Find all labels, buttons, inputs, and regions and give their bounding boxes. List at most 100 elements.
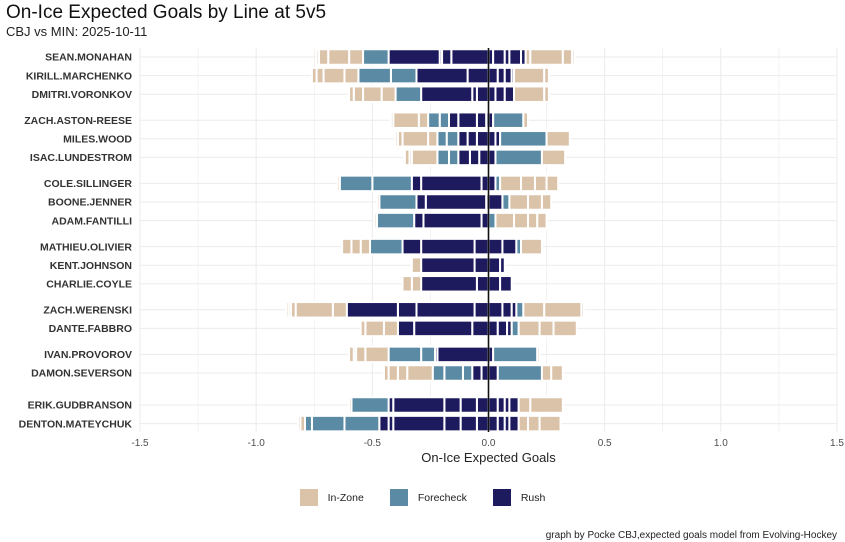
x-axis-label: On-Ice Expected Goals xyxy=(421,450,556,465)
bar-segment-rush xyxy=(480,174,490,193)
bar-segment-forecheck xyxy=(420,345,437,364)
bar-segment-in-zone xyxy=(401,130,430,148)
player-label: DENTON.MATEYCHUK xyxy=(19,418,133,430)
bar-segment-in-zone xyxy=(580,301,585,319)
bar-segment-rush xyxy=(457,148,471,167)
bar-segment-in-zone xyxy=(310,66,318,85)
bar-segment-forecheck xyxy=(394,85,423,103)
bar-segment-forecheck xyxy=(494,148,543,167)
bar-segment-rush xyxy=(487,237,504,256)
bar-segment-in-zone xyxy=(355,345,367,364)
bar-segment-rush xyxy=(487,148,497,167)
bar-segment-rush xyxy=(443,414,462,433)
bar-segment-forecheck xyxy=(496,364,543,382)
bar-segment-rush xyxy=(492,48,506,66)
bar-segment-in-zone xyxy=(540,148,567,167)
bar-segment-forecheck xyxy=(427,111,441,129)
bar-segment-in-zone xyxy=(543,85,550,103)
bar-segment-in-zone xyxy=(513,85,546,103)
bar-segment-rush xyxy=(424,193,488,211)
bar-segment-rush xyxy=(471,364,483,382)
bar-segment-in-zone xyxy=(394,130,399,148)
bar-segment-rush xyxy=(487,396,499,414)
x-tick-label: -1.5 xyxy=(131,438,149,449)
bar-segment-in-zone xyxy=(322,66,346,85)
player-label: ERIK.GUDBRANSON xyxy=(28,400,132,412)
player-label: MILES.WOOD xyxy=(63,134,132,146)
bar-segment-in-zone xyxy=(387,364,399,382)
bar-segment-rush xyxy=(480,364,490,382)
bar-segment-rush xyxy=(420,237,476,256)
bar-segment-in-zone xyxy=(285,301,290,319)
legend-swatch-in-zone xyxy=(299,489,318,506)
bar-segment-rush xyxy=(487,275,502,293)
bar-segment-forecheck xyxy=(303,414,313,433)
bar-segment-in-zone xyxy=(520,237,543,256)
bar-segment-rush xyxy=(494,85,506,103)
bar-segment-rush xyxy=(487,174,497,193)
bar-segment-forecheck xyxy=(499,130,548,148)
bar-segment-in-zone xyxy=(552,319,578,338)
bar-segment-rush xyxy=(392,414,446,433)
bar-segment-in-zone xyxy=(364,319,385,338)
bar-segment-in-zone xyxy=(352,85,365,103)
bar-segment-in-zone xyxy=(396,364,409,382)
bar-segment-in-zone xyxy=(359,237,372,256)
bar-segment-in-zone xyxy=(382,319,399,338)
bar-segment-rush xyxy=(480,211,490,230)
bar-segment-in-zone xyxy=(545,174,560,193)
bar-segment-in-zone xyxy=(571,48,576,66)
bar-segment-rush xyxy=(496,414,506,433)
bar-segment-in-zone xyxy=(499,174,523,193)
bar-segment-in-zone xyxy=(543,301,583,319)
bar-segment-in-zone xyxy=(540,364,553,382)
bar-segment-rush xyxy=(478,148,490,167)
legend: In-Zone Forecheck Rush xyxy=(0,489,845,506)
player-label: BOONE.JENNER xyxy=(48,197,132,209)
bar-segment-in-zone xyxy=(536,345,541,364)
bar-segment-rush xyxy=(450,48,490,66)
bar-segment-in-zone xyxy=(317,48,330,66)
bar-segment-in-zone xyxy=(427,130,439,148)
bar-segment-in-zone xyxy=(526,211,539,230)
bar-segment-in-zone xyxy=(545,130,571,148)
bar-segment-rush xyxy=(413,319,474,338)
bar-segment-in-zone xyxy=(538,319,555,338)
bar-segment-rush xyxy=(501,301,513,319)
bar-segment-rush xyxy=(471,319,490,338)
bar-segment-rush xyxy=(475,130,490,148)
bar-segment-rush xyxy=(396,301,418,319)
bar-segment-rush xyxy=(487,414,499,433)
bar-segment-rush xyxy=(392,396,446,414)
player-label: MATHIEU.OLIVIER xyxy=(40,241,132,253)
bar-segment-rush xyxy=(468,148,481,167)
bar-segment-rush xyxy=(378,414,390,433)
bar-segment-rush xyxy=(441,48,453,66)
legend-swatch-forecheck xyxy=(389,489,408,506)
bar-segment-rush xyxy=(496,66,506,85)
bar-segment-in-zone xyxy=(417,111,430,129)
bar-segment-forecheck xyxy=(371,174,413,193)
bar-segment-forecheck xyxy=(357,66,392,85)
chart-subtitle: CBJ vs MIN: 2025-10-11 xyxy=(6,24,148,39)
bar-segment-in-zone xyxy=(517,396,532,414)
bar-segment-in-zone xyxy=(529,396,564,414)
bar-segment-in-zone xyxy=(529,48,564,66)
bar-segment-rush xyxy=(496,396,506,414)
bar-segment-in-zone xyxy=(526,193,543,211)
bar-segment-in-zone xyxy=(561,48,574,66)
bar-segment-rush xyxy=(503,66,513,85)
bar-segment-in-zone xyxy=(331,301,348,319)
bar-segment-rush xyxy=(448,111,460,129)
bar-segment-rush xyxy=(496,319,509,338)
bar-segment-rush xyxy=(473,256,490,274)
bar-segment-forecheck xyxy=(436,148,451,167)
bar-segment-in-zone xyxy=(406,364,434,382)
bar-segment-in-zone xyxy=(538,414,562,433)
bar-segment-rush xyxy=(457,111,478,129)
bar-segment-rush xyxy=(487,301,504,319)
bar-segment-in-zone xyxy=(550,364,564,382)
x-tick-label: 1.0 xyxy=(714,438,728,449)
bar-segment-rush xyxy=(475,111,488,129)
bar-segment-rush xyxy=(420,174,483,193)
